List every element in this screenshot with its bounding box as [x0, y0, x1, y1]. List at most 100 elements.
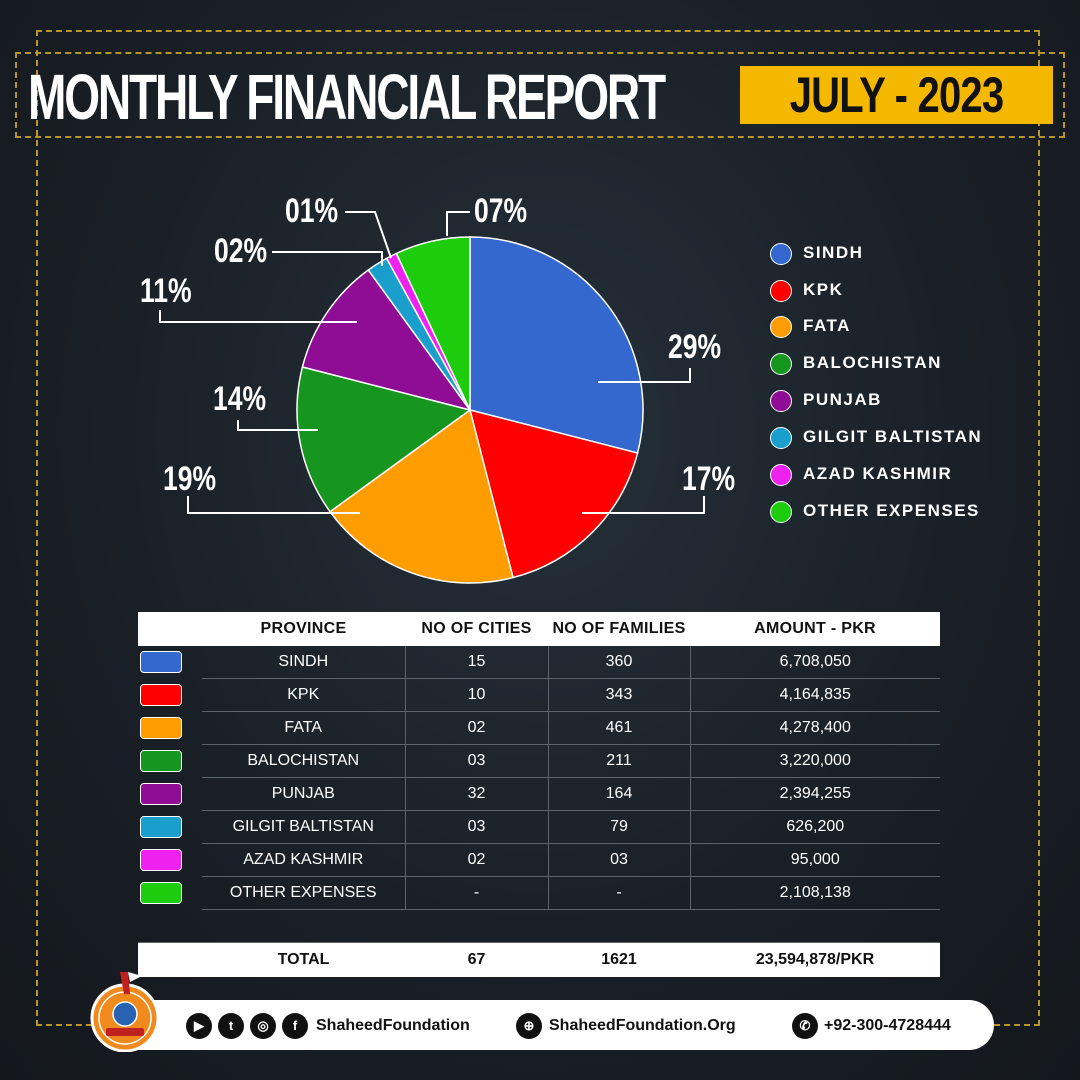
- legend-swatch: [770, 390, 792, 412]
- pie-chart: 29% 17% 19% 14% 11% 02% 01% 07%: [140, 192, 735, 584]
- cell-cities: 15: [404, 646, 548, 679]
- table-total-row: TOTAL 67 1621 23,594,878/PKR: [138, 942, 940, 977]
- total-families: 1621: [548, 942, 690, 977]
- phone-icon: ✆: [792, 1013, 818, 1039]
- legend-swatch: [770, 501, 792, 523]
- cell-families: 164: [547, 777, 690, 811]
- cell-amount: 4,278,400: [689, 711, 940, 745]
- cell-province: BALOCHISTAN: [202, 744, 405, 778]
- cell-families: 343: [547, 678, 690, 712]
- youtube-icon[interactable]: ▶: [186, 1013, 212, 1039]
- table-row: SINDH 15 360 6,708,050: [138, 646, 940, 679]
- leader-line: [272, 251, 383, 266]
- legend-label: SINDH: [803, 243, 864, 262]
- header-band: [15, 52, 1065, 138]
- legend-label: PUNJAB: [803, 390, 882, 409]
- legend-swatch: [770, 464, 792, 486]
- leader-line: [598, 368, 691, 383]
- legend-label: OTHER EXPENSES: [803, 501, 980, 520]
- leader-line: [159, 310, 357, 323]
- cell-province: SINDH: [202, 646, 405, 679]
- table-row: OTHER EXPENSES - - 2,108,138: [138, 876, 940, 910]
- pie-slice-balochistan: [296, 366, 472, 513]
- period-badge: JULY - 2023: [740, 66, 1053, 124]
- period-label: JULY - 2023: [789, 67, 1004, 123]
- distribution-table: PROVINCE NO OF CITIES NO OF FAMILIES AMO…: [138, 612, 940, 977]
- pie-percent-label: 17%: [682, 460, 735, 498]
- legend-swatch: [770, 353, 792, 375]
- globe-icon: ⊕: [516, 1013, 542, 1039]
- cell-families: 211: [547, 744, 690, 778]
- legend-label: AZAD KASHMIR: [803, 464, 953, 483]
- row-color-swatch: [140, 651, 182, 674]
- row-color-swatch: [140, 750, 182, 772]
- legend-label: GILGIT BALTISTAN: [803, 427, 983, 446]
- cell-families: 461: [547, 711, 690, 745]
- cell-families: 360: [547, 646, 690, 679]
- pie-slice-fata: [328, 408, 514, 584]
- cell-amount: 626,200: [689, 810, 940, 844]
- total-cities: 67: [405, 942, 548, 977]
- table-header-families: NO OF FAMILIES: [548, 612, 690, 646]
- page-title: MONTHLY FINANCIAL REPORT: [28, 61, 666, 133]
- cell-province: GILGIT BALTISTAN: [202, 810, 405, 844]
- legend-label: KPK: [803, 280, 844, 299]
- table-row: GILGIT BALTISTAN 03 79 626,200: [138, 810, 940, 844]
- leader-line: [446, 211, 470, 236]
- cell-cities: 02: [404, 711, 548, 745]
- cell-province: AZAD KASHMIR: [202, 843, 405, 877]
- cell-cities: -: [404, 876, 548, 910]
- row-color-swatch: [140, 882, 182, 904]
- leader-line: [237, 420, 318, 431]
- social-handle[interactable]: ShaheedFoundation: [316, 1017, 470, 1034]
- legend-swatch: [770, 316, 792, 338]
- twitter-icon[interactable]: t: [218, 1013, 244, 1039]
- cell-families: 03: [547, 843, 690, 877]
- cell-amount: 4,164,835: [689, 678, 940, 712]
- cell-cities: 32: [404, 777, 548, 811]
- cell-families: -: [547, 876, 690, 910]
- total-amount: 23,594,878/PKR: [690, 942, 940, 977]
- table-row: AZAD KASHMIR 02 03 95,000: [138, 843, 940, 877]
- table-header-row: PROVINCE NO OF CITIES NO OF FAMILIES AMO…: [138, 612, 940, 646]
- table-row: BALOCHISTAN 03 211 3,220,000: [138, 744, 940, 778]
- cell-amount: 2,108,138: [689, 876, 940, 910]
- pie-slice-punjab: [301, 268, 472, 412]
- cell-amount: 3,220,000: [689, 744, 940, 778]
- pie-percent-label: 02%: [214, 232, 267, 270]
- legend-swatch: [770, 280, 792, 302]
- cell-amount: 6,708,050: [689, 646, 940, 679]
- foundation-logo: [90, 972, 160, 1052]
- table-row: KPK 10 343 4,164,835: [138, 678, 940, 712]
- table-header-province: PROVINCE: [202, 612, 405, 646]
- cell-amount: 2,394,255: [689, 777, 940, 811]
- pie-slice-kpk: [468, 408, 639, 579]
- leader-line: [345, 211, 392, 259]
- pie-percent-label: 14%: [213, 380, 266, 418]
- row-color-swatch: [140, 816, 182, 838]
- legend-swatch: [770, 243, 792, 265]
- leader-line: [582, 496, 705, 514]
- table-row: FATA 02 461 4,278,400: [138, 711, 940, 745]
- legend-swatch: [770, 427, 792, 449]
- row-color-swatch: [140, 849, 182, 871]
- total-label: TOTAL: [202, 942, 405, 977]
- website-link[interactable]: ShaheedFoundation.Org: [549, 1017, 736, 1034]
- pie-percent-label: 01%: [285, 192, 338, 230]
- pie-slice-other-expenses: [395, 236, 471, 411]
- table-header-cities: NO OF CITIES: [405, 612, 548, 646]
- cell-cities: 03: [404, 810, 548, 844]
- cell-cities: 10: [404, 678, 548, 712]
- pie-slice-sindh: [469, 236, 644, 454]
- facebook-icon[interactable]: f: [282, 1013, 308, 1039]
- cell-province: KPK: [202, 678, 405, 712]
- cell-amount: 95,000: [689, 843, 940, 877]
- instagram-icon[interactable]: ◎: [250, 1013, 276, 1039]
- table-row: PUNJAB 32 164 2,394,255: [138, 777, 940, 811]
- pie-percent-label: 11%: [140, 272, 192, 310]
- row-color-swatch: [140, 783, 182, 805]
- cell-province: FATA: [202, 711, 405, 745]
- phone-number[interactable]: +92-300-4728444: [824, 1017, 951, 1034]
- legend-label: FATA: [803, 316, 851, 335]
- leader-line: [187, 496, 360, 514]
